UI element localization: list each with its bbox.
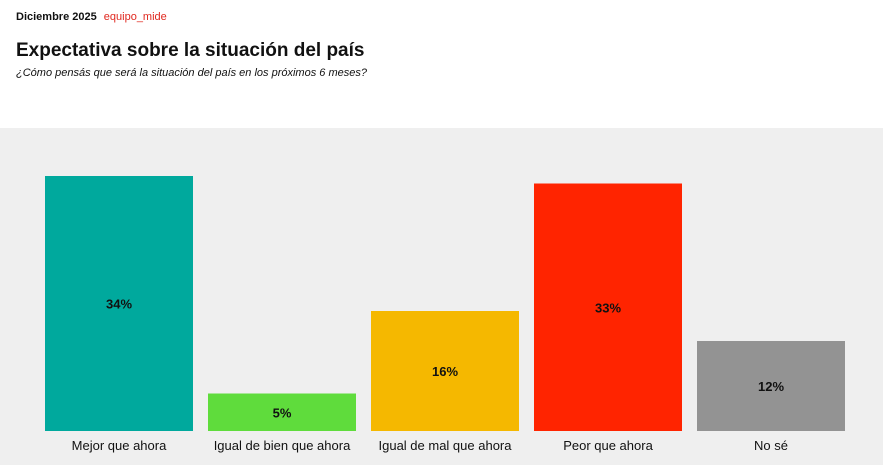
header-topline: Diciembre 2025 equipo_mide: [16, 11, 167, 23]
category-label-mejor-que-ahora: Mejor que ahora: [72, 438, 167, 453]
value-label-igual-de-bien-que-ahora: 5%: [273, 405, 292, 420]
bar-no-se: [697, 341, 845, 431]
bar-igual-de-bien-que-ahora: [208, 393, 356, 431]
value-label-mejor-que-ahora: 34%: [106, 297, 132, 312]
bar-igual-de-mal-que-ahora: [371, 311, 519, 431]
value-label-no-se: 12%: [758, 379, 784, 394]
value-label-peor-que-ahora: 33%: [595, 300, 621, 315]
value-label-igual-de-mal-que-ahora: 16%: [432, 364, 458, 379]
chart-title: Expectativa sobre la situación del país: [16, 40, 365, 61]
category-label-no-se: No sé: [754, 438, 788, 453]
bar-mejor-que-ahora: [45, 176, 193, 431]
date-label: Diciembre 2025: [16, 11, 97, 23]
chart-subtitle: ¿Cómo pensás que será la situación del p…: [16, 67, 367, 79]
category-label-igual-de-bien-que-ahora: Igual de bien que ahora: [214, 438, 351, 453]
category-label-igual-de-mal-que-ahora: Igual de mal que ahora: [379, 438, 513, 453]
chart-header: Diciembre 2025 equipo_mide Expectativa s…: [0, 0, 883, 128]
source-label: equipo_mide: [103, 11, 167, 23]
bar-peor-que-ahora: [534, 183, 682, 431]
category-label-peor-que-ahora: Peor que ahora: [563, 438, 653, 453]
